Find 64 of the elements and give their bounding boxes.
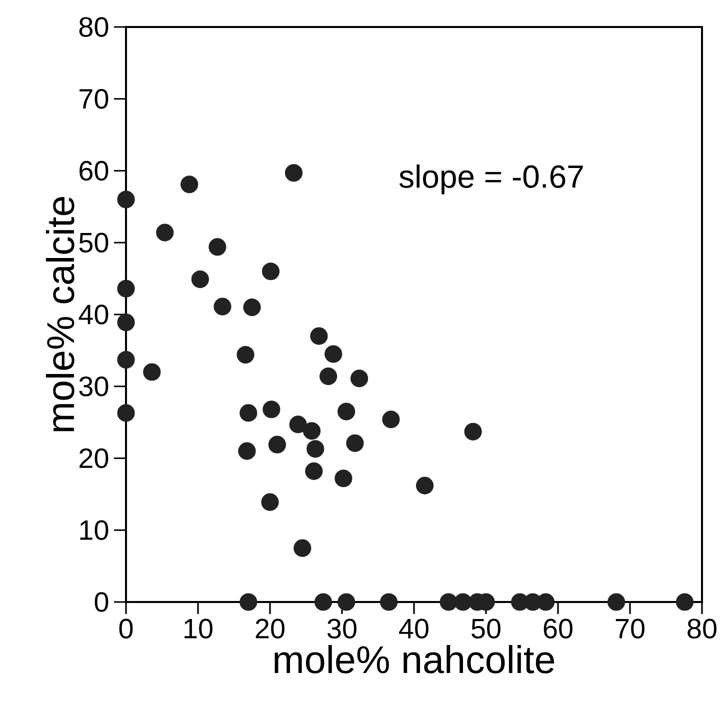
point [294,539,312,557]
point [208,238,226,256]
point [440,593,458,611]
annotation: slope = -0.67 [399,164,583,194]
point [243,298,261,316]
point [338,402,356,420]
y-tick-label: 50 [79,232,108,253]
point [608,593,626,611]
x-axis-title: mole% nahcolite [274,645,554,674]
point [214,298,232,316]
point [262,262,280,280]
point [117,350,135,369]
x-tick-label: 40 [399,618,428,639]
point [156,224,174,242]
point [117,404,135,422]
point [143,363,161,381]
x-tick-label: 20 [256,618,284,639]
point [306,440,324,458]
point [310,327,328,345]
point [346,434,364,452]
point [676,593,694,611]
y-tick-label: 40 [78,304,108,324]
point [191,270,209,288]
point [350,370,368,388]
point [117,280,135,298]
point [320,368,338,386]
point [302,422,321,440]
point [261,493,279,511]
y-tick-label: 80 [79,17,108,37]
y-tick-label: 60 [80,160,108,181]
y-tick-label: 10 [80,520,108,540]
point [305,462,323,480]
point [117,314,135,332]
y-axis-title: mole% calcite [46,197,74,432]
point [180,176,198,194]
point [240,404,258,422]
x-tick-label: 0 [119,618,133,639]
x-tick-label: 50 [472,618,500,639]
point [324,345,342,363]
point [454,593,472,611]
point [289,416,307,434]
point [334,470,352,488]
x-tick-label: 70 [616,618,644,639]
x-tick-label: 80 [688,618,716,639]
point [416,476,434,494]
y-tick-label: 20 [80,448,108,468]
point [268,436,286,454]
y-tick-label: 70 [80,88,108,109]
x-tick-label: 10 [184,618,212,639]
point [382,410,400,428]
point [464,422,482,440]
x-tick-label: 30 [327,618,356,639]
point [284,164,303,182]
point [236,346,254,364]
y-tick-label: 30 [79,376,108,396]
y-tick-label: 0 [94,592,108,612]
point [314,593,332,611]
x-tick-label: 60 [544,618,572,639]
point [238,442,256,460]
point [117,190,135,208]
point [380,593,398,611]
point [240,593,258,611]
point [262,400,280,418]
point [338,593,356,611]
